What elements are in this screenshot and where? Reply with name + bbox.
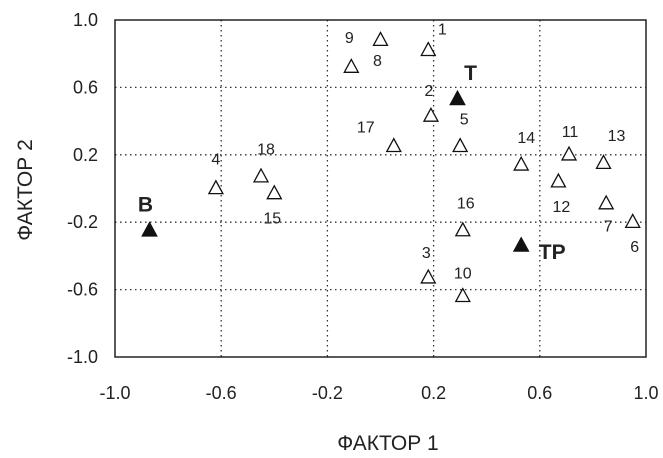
point-label: 1 [438,21,447,38]
open-triangle-point [454,287,471,303]
x-tick-label: 1.0 [633,383,658,403]
point-label: 6 [630,239,639,256]
open-triangle-point [420,41,437,57]
point-label: 5 [460,111,469,128]
point-label: 3 [422,245,431,262]
open-triangle-point [595,154,612,170]
open-triangle-point [420,268,437,284]
point-label: 15 [263,211,281,228]
y-tick-label: 0.2 [73,145,98,165]
y-tick-label: -0.6 [67,280,98,300]
x-tick-label: 0.2 [421,383,446,403]
point-label: 16 [457,196,475,213]
point-label: 13 [608,128,626,145]
plot-frame [114,19,647,358]
x-tick-label: 0.6 [527,383,552,403]
point-label: В [138,194,153,217]
y-tick-label: 1.0 [73,10,98,30]
open-triangle-point [624,213,641,229]
open-triangle-point [385,137,402,153]
filled-triangle-point [512,236,530,252]
open-triangle-point [550,172,567,188]
point-label: 7 [604,219,613,236]
filled-triangle-point [141,221,158,237]
x-tick-label: -1.0 [99,383,130,403]
open-triangle-point [252,167,270,183]
point-label: 10 [454,265,472,282]
y-axis-ticks: 1.0 0.6 0.2 -0.2 -0.6 -1.0 [67,10,98,367]
point-label: 12 [552,199,570,216]
y-tick-label: 0.6 [73,77,98,97]
open-triangle-point [343,58,360,73]
open-triangle-point [513,155,530,171]
open-triangle-point [560,145,578,161]
y-tick-label: -1.0 [67,347,98,367]
point-label: 2 [424,83,433,100]
point-label: ТР [539,241,566,264]
point-label: 9 [345,30,354,47]
point-label: Т [464,62,477,85]
point-label: 18 [257,142,275,159]
open-triangle-point [452,137,469,153]
point-label: 8 [373,53,382,70]
y-tick-label: -0.2 [67,212,98,232]
open-triangle-point [422,106,440,122]
point-label: 14 [517,130,535,147]
y-axis-label: ФАКТОР 2 [14,139,37,240]
point-label: 4 [211,152,220,169]
open-triangle-point [372,31,389,47]
x-tick-label: -0.2 [312,383,343,403]
point-label: 11 [562,124,579,141]
filled-triangle-point [449,89,466,106]
grid [115,20,646,357]
open-triangle-point [454,221,471,237]
open-triangle-point [207,179,224,195]
x-axis-label: ФАКТОР 1 [337,432,438,455]
x-tick-label: -0.6 [206,383,237,403]
open-triangle-point [266,184,283,200]
point-label: 17 [357,119,375,136]
open-triangle-point [598,194,615,210]
x-axis-ticks: -1.0 -0.6 -0.2 0.2 0.6 1.0 [99,383,658,403]
